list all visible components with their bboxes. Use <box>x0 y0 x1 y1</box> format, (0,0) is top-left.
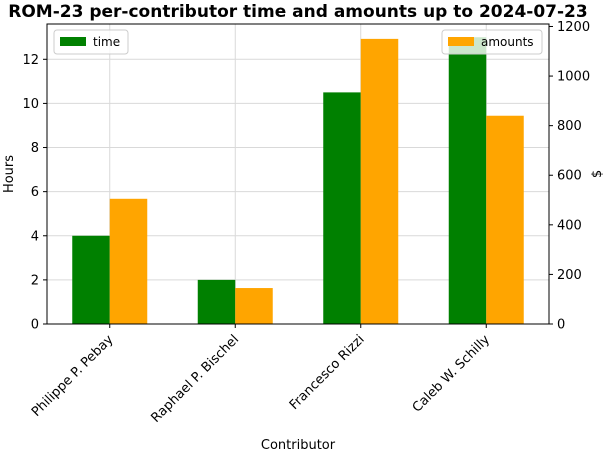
x-axis-label: Contributor <box>261 438 336 453</box>
right-tick-label: 0 <box>557 318 565 333</box>
bar-time <box>197 279 236 324</box>
legend-swatch <box>448 37 474 46</box>
legend-label: amounts <box>481 35 534 49</box>
left-tick-label: 10 <box>22 97 39 112</box>
left-tick-label: 6 <box>31 185 39 200</box>
right-tick-label: 600 <box>557 169 582 184</box>
legends: time amounts <box>53 29 543 55</box>
left-y-axis-label: Hours <box>2 155 17 193</box>
legend-time: time <box>53 29 129 55</box>
right-tick-label: 400 <box>557 218 582 233</box>
left-tick-label: 12 <box>22 53 39 68</box>
bar-time <box>448 37 487 325</box>
legend-box <box>53 29 129 55</box>
plot-frame <box>46 23 550 325</box>
right-tick-label: 1200 <box>557 20 590 35</box>
bar-amounts <box>235 288 273 324</box>
bar-time <box>323 92 361 324</box>
bar-time <box>72 235 110 324</box>
left-tick-label: 2 <box>31 273 39 288</box>
left-tick-label: 8 <box>31 141 39 156</box>
right-tick-label: 1000 <box>557 70 590 85</box>
legend-amounts: amounts <box>441 29 543 55</box>
right-y-axis-label: $ <box>590 170 605 178</box>
legend-label: time <box>93 35 120 49</box>
left-tick-label: 0 <box>31 318 39 333</box>
legend-swatch <box>60 37 86 46</box>
left-axis-ticks: 0 2 4 6 8 10 12 <box>22 53 47 333</box>
right-tick-label: 200 <box>557 268 582 283</box>
bar-amounts <box>109 198 148 324</box>
right-axis-ticks: 0 200 400 600 800 1000 1200 <box>549 20 590 333</box>
bars <box>72 37 524 325</box>
legend-box <box>441 29 543 55</box>
bar-amounts <box>486 115 524 324</box>
right-tick-label: 800 <box>557 119 582 134</box>
chart-title: ROM-23 per-contributor time and amounts … <box>8 2 587 22</box>
bar-amounts <box>360 38 399 324</box>
left-tick-label: 4 <box>31 229 39 244</box>
